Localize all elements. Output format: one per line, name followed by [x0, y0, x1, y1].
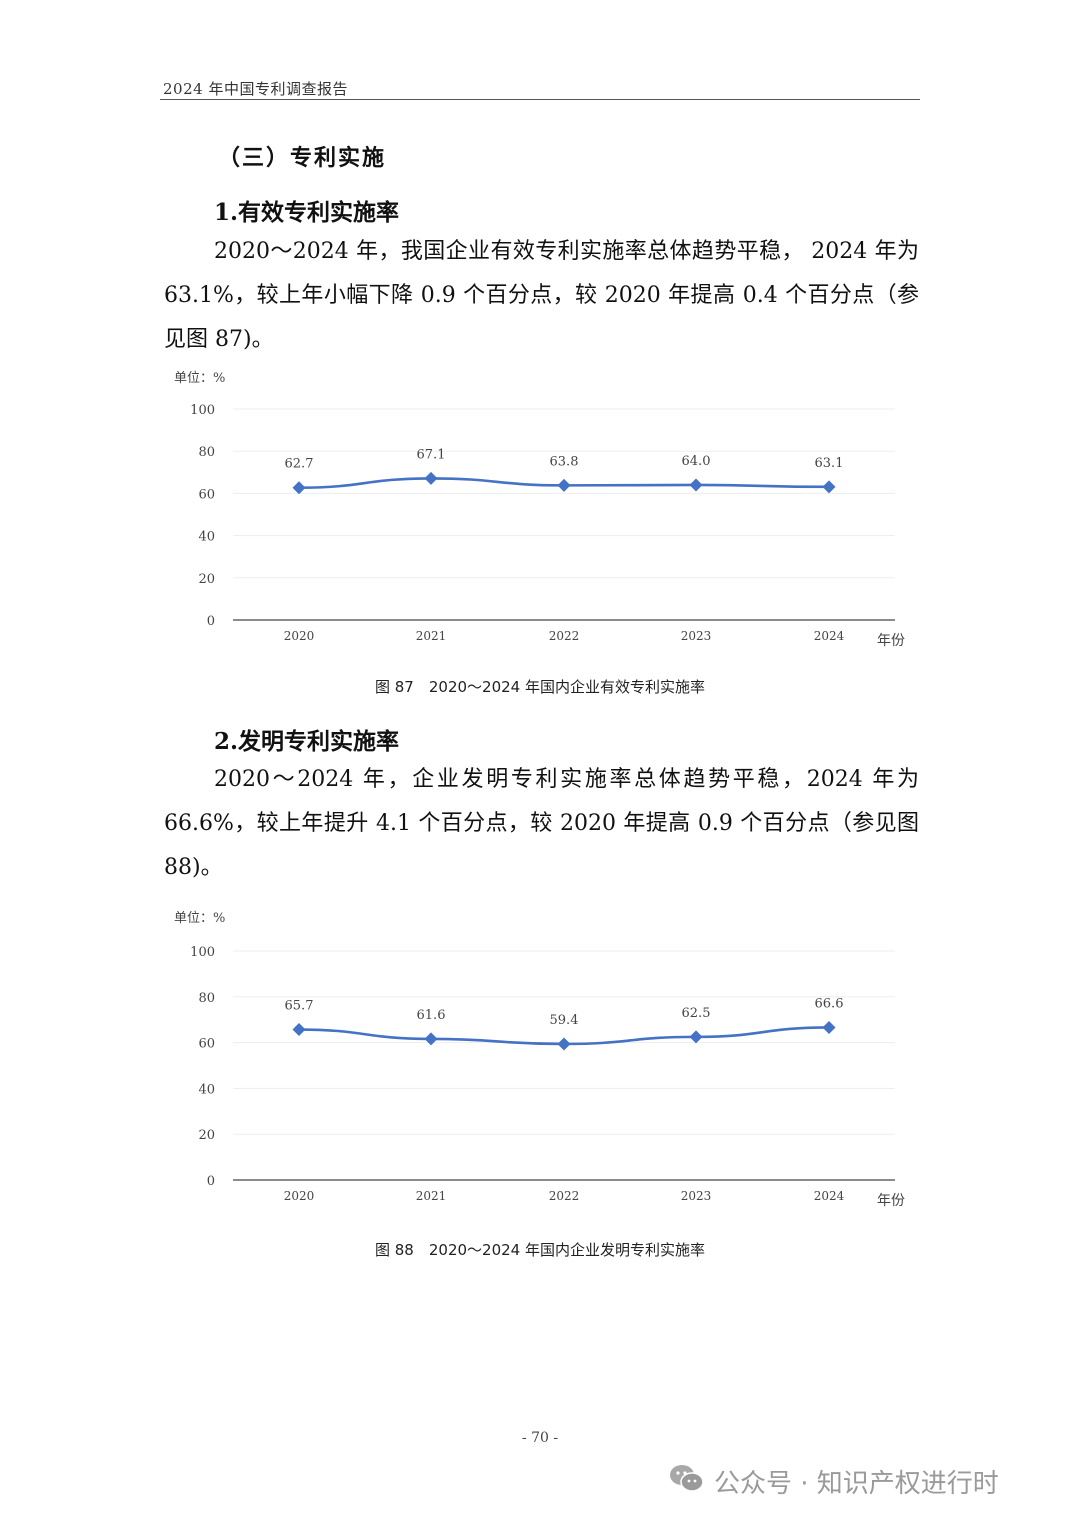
section-heading: （三）专利实施 [218, 145, 387, 171]
chart87-unit-label: 单位：% [174, 371, 226, 386]
data-point-diamond [822, 1020, 836, 1034]
y-tick-label: 60 [198, 487, 215, 502]
data-point-diamond [424, 1032, 438, 1046]
x-tick-label: 2022 [549, 1189, 580, 1203]
y-tick-label: 60 [198, 1037, 215, 1052]
page-number: - 70 - [521, 1430, 559, 1446]
data-point-diamond [424, 471, 438, 485]
x-tick-label: 2022 [549, 629, 580, 643]
data-label: 66.6 [815, 996, 844, 1011]
data-point-diamond [557, 478, 571, 492]
data-label: 64.0 [682, 454, 711, 469]
paragraph-valid-patent: 2020～2024 年，我国企业有效专利实施率总体趋势平稳， 2024 年为 6… [164, 230, 919, 362]
data-point-diamond [822, 480, 836, 494]
data-label: 62.7 [285, 457, 314, 472]
paragraph-text: 2020～2024 年，企业发明专利实施率总体趋势平稳，2024 年为 66.6… [164, 767, 919, 880]
chart-valid-patent-rate: 0 20 40 60 80 100 62.7 2020 67.1 2021 63.8 2022 64.0… [190, 403, 905, 649]
data-label: 63.1 [815, 456, 844, 471]
data-label: 59.4 [550, 1013, 579, 1028]
x-tick-label: 2021 [416, 1189, 447, 1203]
x-tick-label: 2020 [284, 1189, 315, 1203]
y-tick-label: 80 [198, 445, 215, 460]
watermark: 公众号 · 知识产权进行时 [668, 1462, 999, 1501]
data-label: 61.6 [417, 1008, 446, 1023]
x-axis-title: 年份 [877, 1193, 905, 1209]
data-point-diamond [557, 1037, 571, 1051]
y-tick-label: 100 [190, 403, 215, 418]
chart88-unit-label: 单位：% [174, 911, 226, 926]
subsection-heading-valid-patent: 1.有效专利实施率 [214, 199, 400, 226]
paragraph-invention-patent: 2020～2024 年，企业发明专利实施率总体趋势平稳，2024 年为 66.6… [164, 758, 919, 890]
figure87-caption: 图 87 2020～2024 年国内企业有效专利实施率 [375, 678, 705, 696]
data-point-diamond [689, 478, 703, 492]
y-tick-label: 100 [190, 945, 215, 960]
x-tick-label: 2024 [814, 1189, 845, 1203]
data-label: 62.5 [682, 1006, 711, 1021]
y-tick-label: 40 [198, 1082, 215, 1097]
y-tick-label: 40 [198, 530, 215, 545]
chart-invention-patent-rate: 0 20 40 60 80 100 65.7 2020 61.6 2021 59.4 2022 62.5… [190, 945, 905, 1209]
data-label: 67.1 [417, 447, 446, 462]
data-point-diamond [292, 481, 306, 495]
x-tick-label: 2020 [284, 629, 315, 643]
y-tick-label: 20 [198, 1128, 215, 1143]
x-tick-label: 2024 [814, 629, 845, 643]
y-tick-label: 0 [207, 1174, 215, 1189]
y-tick-label: 80 [198, 991, 215, 1006]
x-tick-label: 2023 [681, 629, 712, 643]
y-tick-label: 20 [198, 572, 215, 587]
wechat-icon [668, 1462, 706, 1501]
x-tick-label: 2023 [681, 1189, 712, 1203]
running-header: 2024 年中国专利调查报告 [163, 80, 348, 98]
data-label: 63.8 [550, 454, 579, 469]
data-label: 65.7 [285, 999, 314, 1014]
x-axis-title: 年份 [877, 633, 905, 649]
x-tick-label: 2021 [416, 629, 447, 643]
data-point-diamond [689, 1030, 703, 1044]
paragraph-text: 2020～2024 年，我国企业有效专利实施率总体趋势平稳， 2024 年为 6… [164, 239, 919, 352]
watermark-text: 公众号 · 知识产权进行时 [714, 1469, 999, 1499]
data-point-diamond [292, 1023, 306, 1037]
subsection-heading-invention-patent: 2.发明专利实施率 [214, 728, 400, 755]
figure88-caption: 图 88 2020～2024 年国内企业发明专利实施率 [375, 1241, 705, 1259]
header-divider [160, 99, 920, 100]
y-tick-label: 0 [207, 614, 215, 629]
